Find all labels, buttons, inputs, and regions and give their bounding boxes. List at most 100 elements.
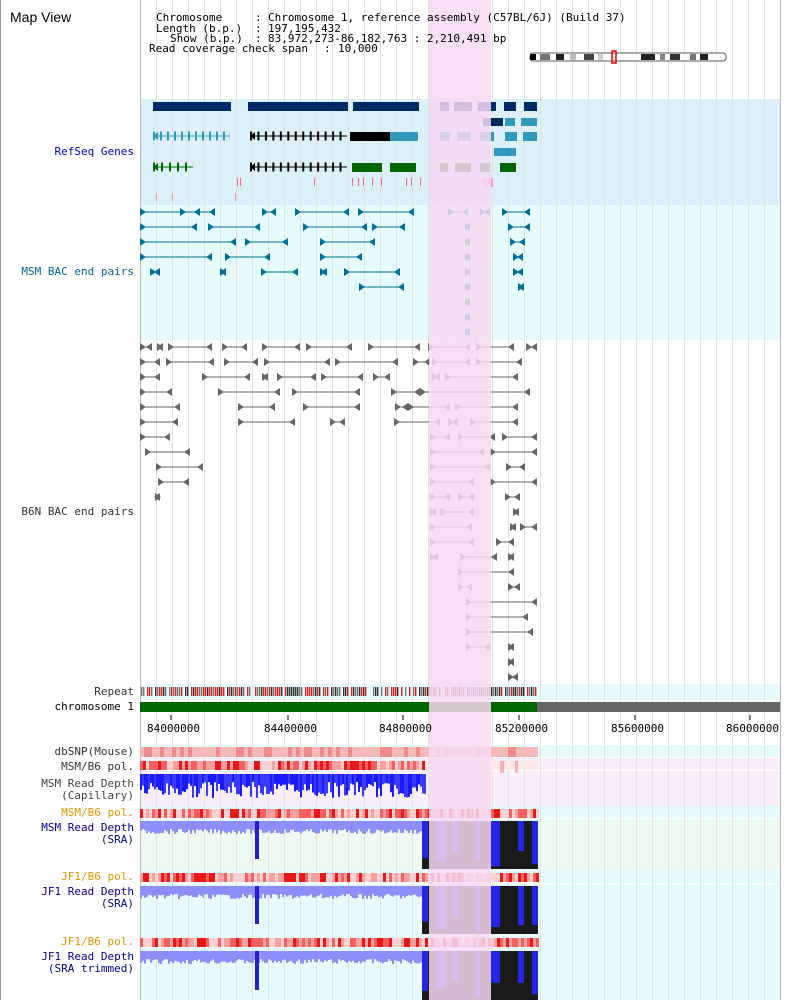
gene-block xyxy=(505,118,515,126)
track-label-dbsnp[interactable]: dbSNP(Mouse) xyxy=(54,745,134,758)
track-label-jf1-b6-pol[interactable]: JF1/B6 pol. xyxy=(61,870,134,883)
repeat-mark xyxy=(195,687,197,696)
b6n-bac-pair-end xyxy=(531,598,537,606)
pol-mark xyxy=(506,873,509,882)
pol-mark xyxy=(221,761,224,770)
depth-bar xyxy=(176,886,178,895)
depth-bar xyxy=(358,951,360,962)
pol-mark xyxy=(320,938,323,947)
gene-exon xyxy=(339,131,342,141)
pol-mark xyxy=(386,761,389,770)
track-label-jf1-read-trimmed[interactable]: JF1 Read Depth (SRA trimmed) xyxy=(41,950,134,975)
pol-mark xyxy=(317,873,320,882)
depth-bar xyxy=(404,774,406,797)
pol-mark xyxy=(149,761,152,770)
depth-bar xyxy=(184,951,186,964)
depth-bar xyxy=(286,951,288,963)
repeat-mark xyxy=(517,687,519,696)
pol-mark xyxy=(506,938,509,947)
depth-bar xyxy=(368,951,370,960)
track-label-b6n-bac[interactable]: B6N BAC end pairs xyxy=(21,505,134,518)
repeat-mark xyxy=(155,687,157,696)
msm-bac-pair-end xyxy=(320,253,326,261)
pol-mark xyxy=(251,809,254,818)
dbsnp-mark xyxy=(304,747,308,757)
depth-bar xyxy=(248,951,250,963)
depth-bar xyxy=(274,886,276,895)
pol-mark xyxy=(215,761,218,770)
pol-mark xyxy=(230,873,233,882)
pol-mark xyxy=(284,761,287,770)
depth-spike xyxy=(255,886,259,924)
dbsnp-mark xyxy=(508,747,512,757)
depth-bar xyxy=(372,951,374,964)
repeat-mark xyxy=(357,687,359,696)
depth-bar xyxy=(386,886,388,895)
depth-bar xyxy=(282,886,284,897)
pol-mark xyxy=(179,761,182,770)
depth-bar xyxy=(354,774,356,796)
track-label-msm-read-sra[interactable]: MSM Read Depth (SRA) xyxy=(41,821,134,846)
repeat-mark xyxy=(319,687,321,696)
gene-exon xyxy=(174,131,176,141)
track-label-jf1-read-sra[interactable]: JF1 Read Depth (SRA) xyxy=(41,885,134,910)
gene-exon xyxy=(264,162,267,172)
pol-mark xyxy=(338,873,341,882)
depth-bar xyxy=(272,821,274,833)
depth-bar xyxy=(316,951,318,963)
depth-bar xyxy=(260,951,262,960)
gene-tick xyxy=(406,178,407,186)
depth-bar xyxy=(380,774,382,796)
chromosome-bar-covered xyxy=(140,702,537,712)
pol-mark xyxy=(368,761,371,770)
track-label-msm-read-capillary[interactable]: MSM Read Depth (Capillary) xyxy=(41,777,134,802)
track-label-msm-b6-pol-2[interactable]: MSM/B6 pol. xyxy=(61,806,134,819)
depth-bar xyxy=(160,951,162,964)
b6n-bac-pair-end xyxy=(140,343,146,351)
b6n-bac-pair-end xyxy=(154,358,160,366)
gene-exon xyxy=(332,162,335,172)
depth-bar xyxy=(174,774,176,794)
pol-mark xyxy=(413,809,416,818)
pol-mark xyxy=(203,809,206,818)
depth-bar xyxy=(284,951,286,960)
repeat-mark xyxy=(353,687,355,696)
track-label-msm-b6-pol[interactable]: MSM/B6 pol. xyxy=(61,760,134,773)
pol-mark xyxy=(347,761,350,770)
depth-bar xyxy=(356,821,358,834)
depth-bar xyxy=(288,821,290,833)
depth-bar xyxy=(414,951,416,963)
b6n-bac-pair-end xyxy=(156,463,162,471)
gene-exon xyxy=(324,131,327,141)
depth-bar xyxy=(532,951,538,995)
dbsnp-mark xyxy=(216,747,220,757)
pol-mark xyxy=(419,873,422,882)
pol-mark xyxy=(140,809,143,818)
pol-mark xyxy=(152,809,155,818)
msm-bac-pair-end xyxy=(508,223,514,231)
msm-bac-pair-end xyxy=(154,268,160,276)
depth-bar xyxy=(148,774,150,790)
repeat-mark xyxy=(507,687,509,696)
repeat-mark xyxy=(355,687,357,696)
gene-tick xyxy=(358,178,359,186)
depth-bar xyxy=(312,821,314,832)
depth-bar xyxy=(402,821,404,833)
track-label-jf1-b6-pol-2[interactable]: JF1/B6 pol. xyxy=(61,935,134,948)
pol-mark xyxy=(239,809,242,818)
depth-bar xyxy=(386,774,388,784)
track-label-repeat[interactable]: Repeat xyxy=(94,685,134,698)
b6n-bac-pair-end xyxy=(391,388,397,396)
track-label-msm-bac[interactable]: MSM BAC end pairs xyxy=(21,265,134,278)
repeat-mark xyxy=(351,687,353,696)
repeat-mark xyxy=(279,687,281,696)
depth-bar xyxy=(384,886,386,896)
pol-mark xyxy=(269,938,272,947)
pol-mark xyxy=(278,761,281,770)
track-label-refseq[interactable]: RefSeq Genes xyxy=(54,145,134,158)
pol-mark xyxy=(509,809,512,818)
repeat-mark xyxy=(427,687,429,696)
depth-bar xyxy=(352,774,354,785)
pol-mark xyxy=(350,938,353,947)
pol-mark xyxy=(314,873,317,882)
